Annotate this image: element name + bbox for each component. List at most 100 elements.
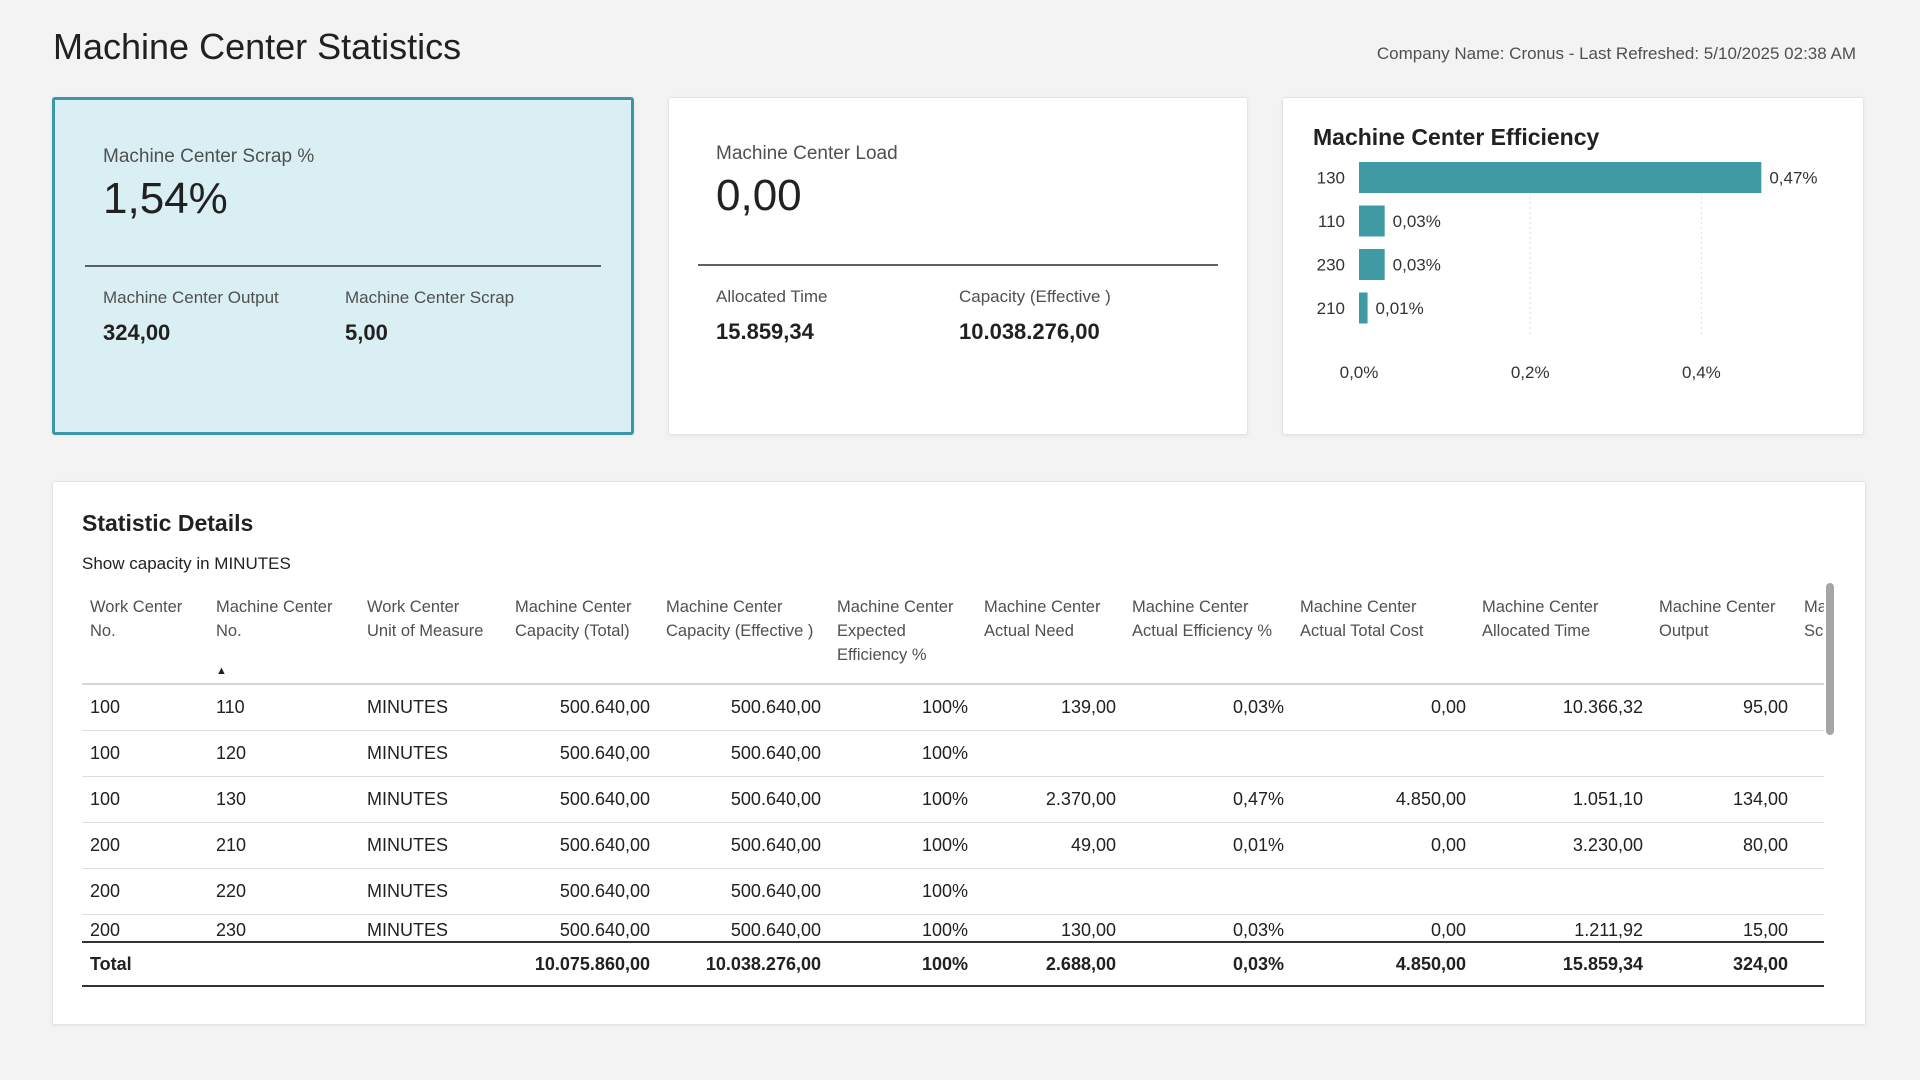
output-value: 324,00 (103, 320, 171, 345)
table-cell (1796, 914, 1824, 942)
table-row[interactable]: 100 130 MINUTES 500.640,00 500.640,00 100% 2.3… (82, 776, 1824, 823)
table-cell: 100% (829, 776, 976, 823)
table-cell: 1.051,10 (1474, 776, 1651, 823)
column-header[interactable]: Machine Center Actual Need (976, 583, 1124, 685)
sort-ascending-icon: ▲ (216, 665, 227, 677)
total-row[interactable]: Total 10.075.860,00 10.038.276,00 100% 2.688… (82, 941, 1824, 987)
load-value: 0,00 (716, 171, 802, 220)
allocated-time-value: 15.859,34 (716, 319, 814, 344)
column-header[interactable]: Machine Center No. ▲ (208, 583, 359, 685)
table-cell: 10.075.860,00 (507, 941, 658, 987)
bar-130 (1359, 162, 1762, 193)
table-cell: 120 (208, 730, 359, 777)
table-cell: 15,00 (1742, 920, 1788, 940)
table-row[interactable]: 200 230 MINUTES 500.640,00 500.640,00 100% 130… (82, 914, 1824, 942)
table-cell: 500.640,00 (507, 868, 658, 915)
table-cell: 10.038.276,00 (658, 941, 829, 987)
scrap-card-title: Machine Center Scrap % (103, 146, 315, 167)
column-header[interactable]: Machine Center Output (1651, 583, 1796, 685)
table-cell: 3.230,00 (1474, 822, 1651, 869)
column-header[interactable]: Work Center Unit of Measure (359, 583, 507, 685)
column-header-text: Output (1659, 622, 1709, 640)
table-cell: 2.688,00 (976, 941, 1124, 987)
table-cell: 95,00 (1651, 684, 1796, 731)
table-cell: 0,47% (1124, 776, 1292, 823)
scrap-percent-value: 1,54% (103, 174, 228, 223)
column-header-text: Capacity (Total) (515, 622, 630, 640)
table-cell: 230 (216, 920, 247, 940)
scrap-kpi-card[interactable]: Machine Center Scrap % 1,54% Machine Cen… (52, 97, 634, 435)
column-header-text: Machine Center (1482, 598, 1599, 616)
table-cell (1796, 730, 1824, 777)
statistic-details-card: Statistic Details Show capacity in MINUT… (52, 481, 1866, 1025)
table-cell (1651, 868, 1796, 915)
table-cell: 200 (90, 920, 121, 940)
table-row[interactable]: 100 110 MINUTES 500.640,00 500.640,00 100% 139… (82, 684, 1824, 731)
table-cell: 10.366,32 (1474, 684, 1651, 731)
table-cell: 500.640,00 (658, 776, 829, 823)
table-row[interactable]: 100 120 MINUTES 500.640,00 500.640,00 100% (82, 730, 1824, 777)
table-cell: 500.640,00 (507, 730, 658, 777)
category-label: 130 (1317, 169, 1345, 188)
table-cell: 500.640,00 (730, 920, 821, 940)
capacity-effective-value: 10.038.276,00 (959, 319, 1100, 344)
column-header-text: Ma (1804, 598, 1824, 616)
allocated-time-label: Allocated Time (716, 287, 828, 306)
table-cell: 134,00 (1651, 776, 1796, 823)
column-header-text: No. (90, 622, 116, 640)
details-title: Statistic Details (82, 510, 254, 536)
category-label: 210 (1317, 299, 1345, 318)
data-label: 0,03% (1393, 256, 1441, 275)
table-cell: 0,00 (1430, 920, 1466, 940)
column-header-text: Machine Center (1659, 598, 1776, 616)
column-header-text: Efficiency % (837, 646, 927, 664)
vertical-scrollbar[interactable] (1826, 583, 1834, 735)
column-header[interactable]: Machine Center Allocated Time (1474, 583, 1651, 685)
category-label: 230 (1317, 256, 1345, 275)
table-cell: 0,00 (1292, 684, 1474, 731)
column-header-text: Machine Center (984, 598, 1101, 616)
column-header-text: Actual Total Cost (1300, 622, 1424, 640)
table-cell: 100% (921, 920, 968, 940)
page-title: Machine Center Statistics (53, 26, 462, 67)
column-header[interactable]: Machine Center Capacity (Total) (507, 583, 658, 685)
table-cell (1796, 822, 1824, 869)
table-cell (1124, 868, 1292, 915)
column-header-text: Allocated Time (1482, 622, 1591, 640)
load-card-title: Machine Center Load (716, 143, 898, 164)
table-cell: 100% (829, 868, 976, 915)
table-cell: 200 (82, 868, 208, 915)
table-cell: 4.850,00 (1292, 776, 1474, 823)
column-header[interactable]: Machine Center Actual Efficiency % (1124, 583, 1292, 685)
table-cell: MINUTES (359, 776, 507, 823)
column-header-text: Machine Center (515, 598, 632, 616)
column-header[interactable]: Machine Center Expected Efficiency % (829, 583, 976, 685)
column-header[interactable]: Work Center No. (82, 583, 208, 685)
table-cell: 0,03% (1124, 941, 1292, 987)
column-header-text: Machine Center (1300, 598, 1417, 616)
column-header[interactable]: Machine Center Actual Total Cost (1292, 583, 1474, 685)
table-row[interactable]: 200 220 MINUTES 500.640,00 500.640,00 100% (82, 868, 1824, 915)
table-cell (1796, 684, 1824, 731)
card-divider (85, 265, 601, 267)
table-row[interactable]: 200 210 MINUTES 500.640,00 500.640,00 100% 49,… (82, 822, 1824, 869)
table-cell: 100% (829, 822, 976, 869)
table-cell (976, 730, 1124, 777)
table-cell: 100% (829, 730, 976, 777)
table-cell: 210 (208, 822, 359, 869)
output-label: Machine Center Output (103, 288, 279, 307)
efficiency-chart-card[interactable]: Machine Center Efficiency 130 0,47% 110 0,0… (1282, 97, 1864, 435)
column-header-text: No. (216, 622, 242, 640)
table-cell: Total (82, 941, 208, 987)
table-cell: 130,00 (1060, 920, 1116, 940)
load-kpi-card[interactable]: Machine Center Load 0,00 Allocated Time … (668, 97, 1248, 435)
table-cell (976, 868, 1124, 915)
table-cell: 100 (82, 684, 208, 731)
table-cell: 80,00 (1651, 822, 1796, 869)
column-header[interactable]: Ma Sc (1796, 583, 1824, 685)
company-info: Company Name: Cronus - Last Refreshed: 5… (1376, 44, 1856, 63)
x-tick-label: 0,0% (1340, 363, 1379, 382)
table-cell: 324,00 (1651, 941, 1796, 987)
table-cell: 500.640,00 (507, 822, 658, 869)
column-header[interactable]: Machine Center Capacity (Effective ) (658, 583, 829, 685)
